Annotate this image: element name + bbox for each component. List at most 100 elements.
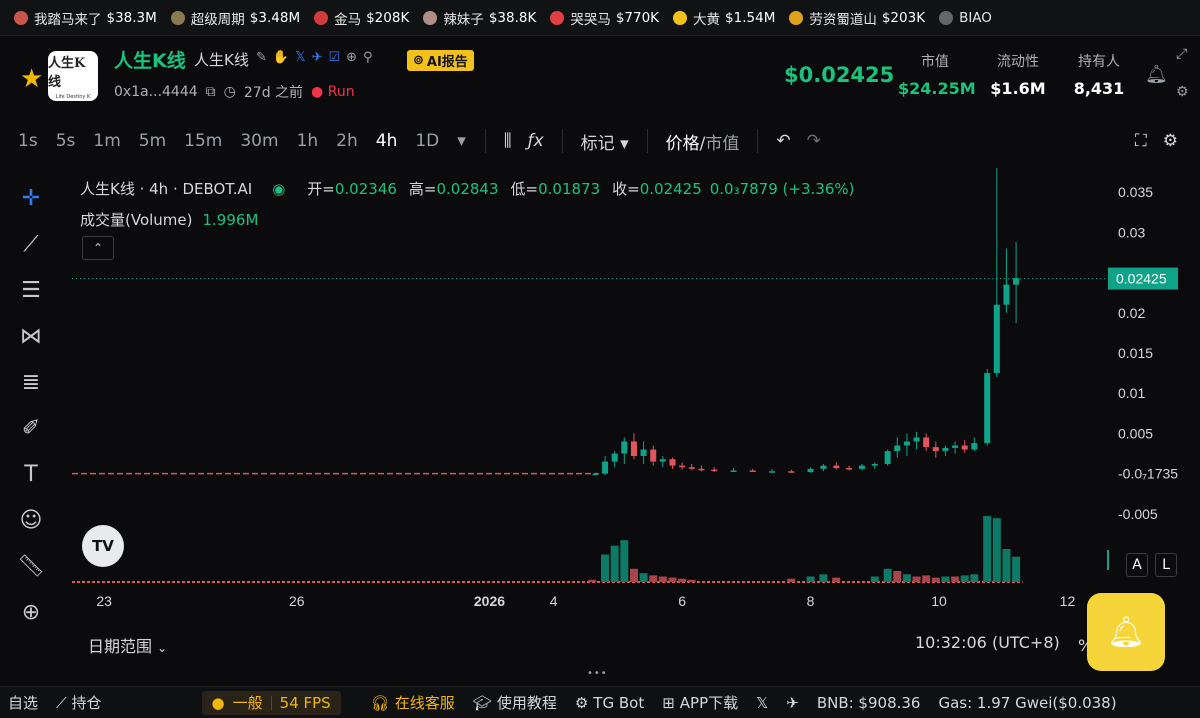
holdings-link[interactable]: ⟋ 持仓 <box>56 692 102 713</box>
ticker-item[interactable]: 辣妹子 $38.8K <box>423 8 536 28</box>
auto-scale-button[interactable]: A <box>1126 553 1148 577</box>
candle-body <box>749 470 756 472</box>
candle-body <box>952 445 959 448</box>
run-badge[interactable]: ● Run <box>311 84 355 100</box>
price-chart[interactable]: 0.0350.030.0250.020.0150.010.005-0.0₇173… <box>68 162 1198 632</box>
support-link[interactable]: 🎧︎ 在线客服 <box>371 692 455 713</box>
tradingview-logo[interactable]: TV <box>82 525 124 567</box>
divider <box>561 129 563 153</box>
candle-body <box>592 473 599 476</box>
search-icon[interactable]: ⚲ <box>363 50 373 65</box>
x-tick-label: 6 <box>678 593 686 609</box>
verified-icon[interactable]: ☑ <box>328 50 341 65</box>
ticker-value: $203K <box>881 9 926 26</box>
token-age: 27d 之前 <box>243 85 304 101</box>
volume-bar <box>678 578 687 582</box>
timeframe-tab[interactable]: 1m <box>93 131 121 151</box>
horizontal-lines-icon[interactable]: ☰ <box>21 277 41 303</box>
tutorial-link[interactable]: 🎓︎ 使用教程 <box>473 692 557 713</box>
app-download-link[interactable]: ⊞ APP下载 <box>662 692 738 713</box>
ruler-icon[interactable]: 📏︎ <box>17 553 45 579</box>
zoom-icon[interactable]: ⊕ <box>21 599 41 625</box>
ticker-item[interactable]: 大黄 $1.54M <box>673 8 775 28</box>
chart-settings-icon[interactable]: ⚙ <box>1162 131 1178 151</box>
tgbot-link[interactable]: ⚙ TG Bot <box>575 694 644 712</box>
redo-icon[interactable]: ↷ <box>806 131 821 151</box>
ticker-item[interactable]: 金马 $208K <box>314 8 409 28</box>
collapse-legend-button[interactable]: ⌃ <box>82 236 114 260</box>
notification-bell-button[interactable]: 🔔︎ <box>1087 593 1165 671</box>
brush-icon[interactable]: ✐ <box>21 415 41 441</box>
price-alert-icon[interactable]: 🔔︎ <box>1145 64 1168 85</box>
indicator-fx-icon[interactable]: ƒx <box>527 131 544 151</box>
log-scale-button[interactable]: L <box>1155 553 1177 577</box>
token-name: 人生K线 <box>114 50 186 72</box>
timeframe-tab[interactable]: 15m <box>184 131 223 151</box>
chart-toolbar: 1s 5s 1m 5m 15m 30m 1h 2h 4h 1D ▾ ⫼ ƒx 标记 ▾ 价格/市值… <box>0 120 1200 162</box>
undo-icon[interactable]: ↶ <box>776 131 791 151</box>
x-icon[interactable]: 𝕏 <box>295 50 306 65</box>
ticker-item[interactable]: 哭哭马 $770K <box>550 8 659 28</box>
ticker-item[interactable]: BIAO <box>939 10 997 26</box>
y-tick-label: 0.02 <box>1118 305 1145 321</box>
resize-handle[interactable]: ••• <box>587 668 608 679</box>
copy-icon[interactable]: ⧉ <box>205 84 216 100</box>
candle-body <box>669 459 676 466</box>
date-range-dropdown[interactable]: 日期范围 ⌄ <box>88 633 167 657</box>
divider <box>757 129 759 153</box>
settings-icon[interactable]: ⚙ <box>1176 84 1189 100</box>
crosshair-icon[interactable]: ✛ <box>21 185 41 211</box>
stat-value: $1.6M <box>990 79 1046 98</box>
timeframe-tab[interactable]: 4h <box>375 131 398 151</box>
timeframe-tab[interactable]: 5m <box>138 131 167 151</box>
watchlist-link[interactable]: 自选 <box>8 692 38 713</box>
high-value: 0.02843 <box>436 180 499 198</box>
candle-body <box>711 469 718 472</box>
mode-dot-icon: ● <box>211 693 225 712</box>
timeframe-tab[interactable]: 5s <box>55 131 76 151</box>
footer-x-icon[interactable]: 𝕏 <box>756 693 769 712</box>
timeframe-tab[interactable]: 1s <box>18 131 38 151</box>
price-mcap-toggle[interactable]: 价格/市值 <box>665 133 740 154</box>
candle-type-icon[interactable]: ⫼ <box>503 131 512 151</box>
ticker-item[interactable]: 超级周期 $3.48M <box>170 8 301 28</box>
performance-badge[interactable]: ● 一般 54 FPS <box>201 690 341 715</box>
token-meta: 0x1a...4444 ⧉ ◷ 27d 之前 ● Run <box>114 82 355 102</box>
fullscreen-icon[interactable]: ⛶ <box>1134 131 1147 151</box>
telegram-icon[interactable]: ✈ <box>311 50 323 65</box>
timeframe-tab[interactable]: 1h <box>296 131 319 151</box>
pattern-icon[interactable]: ⋈ <box>20 323 42 349</box>
trendline-icon[interactable]: ⟋ <box>23 231 39 257</box>
globe-icon[interactable]: ⊕ <box>346 50 358 65</box>
fps-value: 54 FPS <box>279 693 331 712</box>
holdings-label: 持仓 <box>71 694 102 712</box>
ticker-name: 劳资蜀道山 <box>809 11 877 28</box>
volume-bar <box>832 577 841 582</box>
text-tool-icon[interactable]: T <box>24 461 38 487</box>
timeframe-tab[interactable]: 2h <box>336 131 358 151</box>
hand-icon[interactable]: ✋ <box>272 50 290 65</box>
timeframe-tab[interactable]: 30m <box>240 131 279 151</box>
edit-icon[interactable]: ✎ <box>256 50 267 65</box>
marks-dropdown[interactable]: 标记 ▾ <box>580 133 629 154</box>
ticker-item[interactable]: 我踏马来了 $38.3M <box>14 8 157 28</box>
ticker-item[interactable]: 劳资蜀道山 $203K <box>789 8 925 28</box>
footer-telegram-icon[interactable]: ✈ <box>786 693 799 712</box>
ticker-value: $3.48M <box>249 9 301 26</box>
fib-icon[interactable]: ≣ <box>21 369 41 395</box>
favorite-star-icon[interactable]: ★ <box>20 64 44 94</box>
more-timeframes-icon[interactable]: ▾ <box>457 131 466 151</box>
emoji-icon[interactable]: ☺ <box>19 507 43 533</box>
ai-report-button[interactable]: ⊚ AI报告 <box>407 50 474 71</box>
volume-bar <box>610 545 619 582</box>
date-range-label: 日期范围 <box>88 637 153 656</box>
volume-value: 1.996M <box>202 211 259 229</box>
candle-body <box>611 453 618 462</box>
ticker-name: BIAO <box>959 9 992 26</box>
volume-bar <box>668 577 677 582</box>
expand-icon[interactable]: ⤢ <box>1176 46 1188 62</box>
timeframe-tab[interactable]: 1D <box>415 131 440 151</box>
volume-bar <box>806 576 815 582</box>
token-avatar-icon <box>170 10 185 25</box>
ticker-bar: 我踏马来了 $38.3M 超级周期 $3.48M 金马 $208K 辣妹子 $38.8K 哭哭马… <box>0 0 1200 36</box>
